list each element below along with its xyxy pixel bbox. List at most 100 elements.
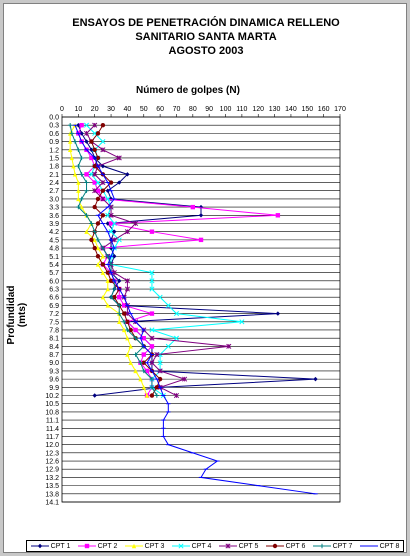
data-point-cpt-5 xyxy=(124,286,130,292)
legend-label: CPT 8 xyxy=(379,542,400,550)
data-point-cpt-3 xyxy=(100,295,106,300)
legend-swatch xyxy=(218,543,237,549)
data-point-cpt-7 xyxy=(117,303,122,308)
data-point-cpt-7 xyxy=(125,327,130,333)
data-point-cpt-7 xyxy=(79,155,84,161)
data-point-cpt-2 xyxy=(108,221,114,226)
x-axis-title: Número de golpes (N) xyxy=(136,85,240,96)
data-point-cpt-1 xyxy=(275,311,281,316)
data-point-cpt-6 xyxy=(108,278,114,284)
data-point-cpt-6 xyxy=(95,155,101,161)
chart-title-line-1: ENSAYOS DE PENETRACIÓN DINAMICA RELLENO xyxy=(72,17,340,29)
data-point-cpt-6 xyxy=(125,319,130,324)
data-point-cpt-4 xyxy=(149,270,155,276)
data-point-cpt-7 xyxy=(89,221,94,226)
data-point-cpt-1 xyxy=(92,393,97,398)
data-point-cpt-2 xyxy=(190,204,196,210)
y-tick-label: 8.4 xyxy=(49,344,59,351)
data-point-cpt-6 xyxy=(108,180,114,185)
y-tick-label: 0.0 xyxy=(49,115,59,122)
data-point-cpt-5 xyxy=(108,212,114,218)
data-point-cpt-7 xyxy=(149,385,155,390)
x-tick-label: 20 xyxy=(91,106,99,113)
data-point-cpt-3 xyxy=(105,278,110,284)
legend-item-cpt-6: CPT 6 xyxy=(265,542,305,550)
data-point-cpt-1 xyxy=(313,376,318,382)
data-point-cpt-6 xyxy=(121,311,127,316)
data-point-cpt-3 xyxy=(92,237,97,243)
x-tick-label: 110 xyxy=(236,106,247,113)
data-point-cpt-1 xyxy=(198,204,204,210)
data-point-cpt-3 xyxy=(117,319,122,324)
series-line-cpt-1 xyxy=(77,125,316,397)
x-tick-label: 120 xyxy=(252,106,264,113)
y-tick-label: 11.1 xyxy=(46,418,59,425)
data-point-cpt-7 xyxy=(76,147,81,152)
legend-item-cpt-4: CPT 4 xyxy=(171,542,211,550)
data-point-cpt-2 xyxy=(141,335,146,341)
chart-plot: 0.00.30.60.91.21.51.82.12.42.73.03.33.63… xyxy=(45,106,346,507)
data-point-cpt-5 xyxy=(83,130,90,136)
data-point-cpt-7 xyxy=(154,393,160,398)
data-point-cpt-3 xyxy=(121,327,127,333)
x-tick-label: 0 xyxy=(60,106,64,113)
data-point-cpt-5 xyxy=(157,368,163,374)
legend-item-cpt-8: CPT 8 xyxy=(359,542,400,550)
data-point-cpt-4 xyxy=(100,139,106,145)
data-point-cpt-2 xyxy=(79,122,84,128)
data-point-cpt-3 xyxy=(133,368,138,374)
data-point-cpt-4 xyxy=(95,179,101,186)
data-point-cpt-7 xyxy=(84,188,89,193)
data-point-cpt-3 xyxy=(95,262,101,267)
legend-swatch xyxy=(77,543,96,549)
y-tick-label: 1.2 xyxy=(49,147,59,154)
y-tick-label: 8.7 xyxy=(49,352,59,359)
data-point-cpt-6 xyxy=(112,295,117,300)
legend-swatch xyxy=(265,543,284,549)
data-point-cpt-3 xyxy=(71,163,76,169)
data-point-cpt-4 xyxy=(165,302,171,308)
y-tick-label: 9.0 xyxy=(49,360,59,367)
y-tick-label: 3.3 xyxy=(49,205,59,212)
y-tick-label: 0.3 xyxy=(49,123,59,130)
data-point-cpt-6 xyxy=(92,163,97,169)
data-point-cpt-2 xyxy=(275,213,281,218)
data-point-cpt-2 xyxy=(117,295,122,300)
x-tick-label: 40 xyxy=(124,106,132,113)
data-point-cpt-2 xyxy=(121,303,127,308)
y-tick-label: 13.5 xyxy=(45,483,59,490)
series-line-cpt-2 xyxy=(77,125,278,396)
data-point-cpt-5 xyxy=(124,311,130,317)
data-point-cpt-5 xyxy=(116,155,122,161)
data-point-cpt-3 xyxy=(141,385,146,390)
chart-legend: CPT 1 CPT 2 CPT 3 CPT 4 CPT 5 CPT 6 CPT 7 CPT 8 xyxy=(26,540,404,552)
legend-swatch xyxy=(124,543,143,549)
data-point-cpt-4 xyxy=(165,343,171,349)
y-tick-label: 6.0 xyxy=(49,278,59,285)
data-point-cpt-6 xyxy=(100,188,106,193)
data-point-cpt-4 xyxy=(149,278,155,284)
y-tick-label: 12.3 xyxy=(45,450,59,457)
data-point-cpt-7 xyxy=(117,311,122,316)
data-point-cpt-2 xyxy=(149,344,155,349)
data-point-cpt-2 xyxy=(84,172,89,177)
data-point-cpt-6 xyxy=(100,213,106,218)
data-point-cpt-7 xyxy=(141,368,146,374)
y-tick-label: 4.2 xyxy=(49,229,59,236)
chart-title-line-2: SANITARIO SANTA MARTA xyxy=(135,31,277,43)
legend-label: CPT 1 xyxy=(50,542,71,550)
x-tick-label: 150 xyxy=(301,106,313,113)
x-tick-label: 80 xyxy=(189,106,197,113)
data-point-cpt-4 xyxy=(239,319,245,325)
data-point-cpt-4 xyxy=(173,335,180,341)
data-point-cpt-4 xyxy=(105,196,111,202)
data-point-cpt-1 xyxy=(117,180,122,185)
data-point-cpt-7 xyxy=(76,204,81,210)
y-tick-label: 3.9 xyxy=(49,221,59,228)
data-point-cpt-5 xyxy=(92,122,98,128)
data-point-cpt-5 xyxy=(149,335,155,341)
data-point-cpt-3 xyxy=(76,188,81,193)
data-point-cpt-7 xyxy=(112,286,117,292)
y-tick-label: 2.1 xyxy=(49,172,59,179)
data-point-cpt-7 xyxy=(79,172,84,177)
